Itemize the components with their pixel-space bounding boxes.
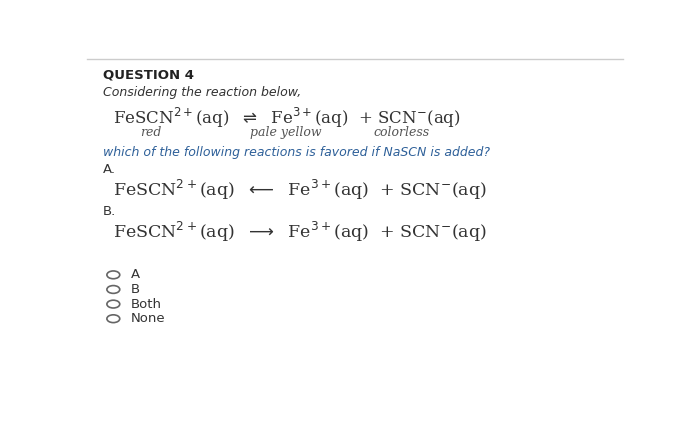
Text: A: A [131,268,140,281]
Text: which of the following reactions is favored if NaSCN is added?: which of the following reactions is favo… [102,146,489,160]
Text: QUESTION 4: QUESTION 4 [102,68,194,81]
Text: B: B [131,283,140,296]
Text: FeSCN$^{2+}$(aq)  $\longrightarrow$  Fe$^{3+}$(aq)  + SCN$^{-}$(aq): FeSCN$^{2+}$(aq) $\longrightarrow$ Fe$^{… [113,220,487,244]
Text: red: red [140,126,161,139]
Text: pale yellow: pale yellow [250,126,322,139]
Text: colorless: colorless [374,126,430,139]
Text: B.: B. [102,205,116,218]
Text: FeSCN$^{2+}$(aq)  $\longleftarrow$  Fe$^{3+}$(aq)  + SCN$^{-}$(aq): FeSCN$^{2+}$(aq) $\longleftarrow$ Fe$^{3… [113,178,487,202]
Text: Considering the reaction below,: Considering the reaction below, [102,87,301,100]
Text: A.: A. [102,163,116,176]
Text: None: None [131,312,165,325]
Text: Both: Both [131,298,161,311]
Text: FeSCN$^{2+}$(aq)  $\rightleftharpoons$  Fe$^{3+}$(aq)  + SCN$^{-}$(aq): FeSCN$^{2+}$(aq) $\rightleftharpoons$ Fe… [113,106,461,130]
